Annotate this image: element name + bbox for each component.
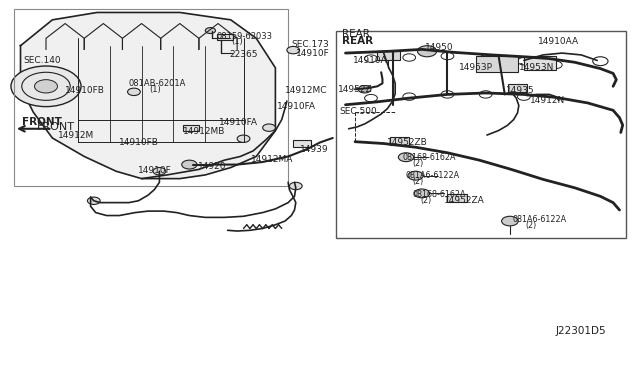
Bar bbox=[508, 84, 527, 92]
Text: 14910FA: 14910FA bbox=[220, 118, 259, 127]
Text: 14912MB: 14912MB bbox=[183, 127, 225, 136]
Circle shape bbox=[289, 182, 302, 190]
Circle shape bbox=[408, 171, 423, 180]
Text: REAR: REAR bbox=[342, 36, 373, 46]
Text: 14910FB: 14910FB bbox=[119, 138, 159, 147]
Text: 14910AA: 14910AA bbox=[538, 37, 579, 46]
Text: (2): (2) bbox=[525, 221, 536, 230]
Text: 14910A: 14910A bbox=[353, 56, 388, 65]
Bar bbox=[293, 140, 311, 147]
Circle shape bbox=[35, 80, 58, 93]
Text: 081A6-6122A: 081A6-6122A bbox=[405, 171, 460, 180]
Text: 08168-6162A: 08168-6162A bbox=[403, 153, 456, 162]
Text: 14952Z: 14952Z bbox=[338, 85, 372, 94]
Text: REAR: REAR bbox=[342, 29, 370, 39]
Text: FRONT: FRONT bbox=[36, 122, 74, 132]
Circle shape bbox=[287, 46, 300, 54]
Bar bbox=[183, 125, 199, 131]
Text: FRONT: FRONT bbox=[22, 117, 61, 127]
Bar bbox=[336, 31, 626, 238]
Circle shape bbox=[417, 46, 436, 57]
Bar bbox=[524, 56, 556, 70]
Circle shape bbox=[502, 216, 518, 226]
Text: (2): (2) bbox=[420, 196, 432, 205]
Bar bbox=[447, 194, 467, 202]
Bar bbox=[476, 56, 518, 72]
Circle shape bbox=[127, 88, 140, 96]
Circle shape bbox=[11, 66, 81, 107]
Text: 14912MA: 14912MA bbox=[251, 155, 294, 164]
Text: 08168-6162A: 08168-6162A bbox=[412, 190, 466, 199]
Circle shape bbox=[153, 167, 166, 175]
Bar bbox=[390, 137, 409, 145]
Text: 14912MC: 14912MC bbox=[285, 86, 328, 95]
Text: SEC.140: SEC.140 bbox=[24, 56, 61, 65]
Text: SEC.173: SEC.173 bbox=[291, 41, 329, 49]
Text: 14920: 14920 bbox=[198, 162, 226, 171]
Text: 081AB-6201A: 081AB-6201A bbox=[129, 79, 186, 88]
Text: J22301D5: J22301D5 bbox=[556, 326, 606, 336]
Text: 14912M: 14912M bbox=[58, 131, 93, 140]
Circle shape bbox=[262, 124, 275, 131]
Bar bbox=[378, 51, 399, 61]
Text: 14935: 14935 bbox=[506, 86, 534, 94]
Text: 14939: 14939 bbox=[300, 145, 328, 154]
Text: 14952ZA: 14952ZA bbox=[444, 196, 485, 205]
Text: 14910FA: 14910FA bbox=[276, 102, 316, 111]
Text: 14910F: 14910F bbox=[296, 49, 330, 58]
Text: 14950: 14950 bbox=[425, 43, 454, 52]
Text: 14953N: 14953N bbox=[519, 62, 554, 72]
Text: 08159-62033: 08159-62033 bbox=[216, 32, 272, 41]
Text: 14910FB: 14910FB bbox=[65, 86, 105, 95]
Text: 14910F: 14910F bbox=[138, 166, 172, 175]
Text: (2): (2) bbox=[412, 158, 424, 168]
Bar bbox=[217, 33, 233, 40]
Circle shape bbox=[358, 86, 371, 93]
Text: 081A6-6122A: 081A6-6122A bbox=[513, 215, 566, 224]
Circle shape bbox=[205, 28, 216, 33]
Circle shape bbox=[398, 153, 413, 161]
Text: SEC.500: SEC.500 bbox=[339, 107, 377, 116]
Polygon shape bbox=[20, 13, 275, 179]
Text: 14953P: 14953P bbox=[459, 63, 493, 72]
Text: 14952ZB: 14952ZB bbox=[387, 138, 428, 147]
Text: 14912N: 14912N bbox=[531, 96, 566, 105]
Text: 22365: 22365 bbox=[230, 51, 258, 60]
Circle shape bbox=[414, 189, 429, 198]
Text: (1): (1) bbox=[231, 37, 243, 46]
Circle shape bbox=[182, 160, 197, 169]
Bar bbox=[14, 9, 288, 186]
Circle shape bbox=[88, 197, 100, 205]
Circle shape bbox=[237, 135, 250, 142]
Text: (2): (2) bbox=[412, 177, 424, 186]
Text: (1): (1) bbox=[149, 85, 161, 94]
